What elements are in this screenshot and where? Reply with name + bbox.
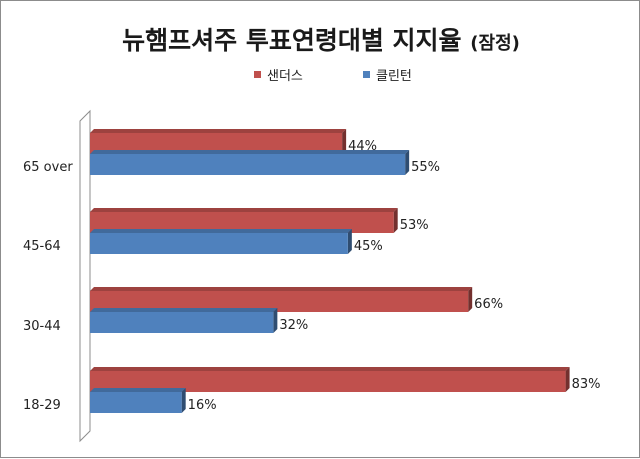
bar-clinton-1 (90, 233, 348, 254)
value-label-clinton-0: 55% (411, 160, 440, 175)
value-label-sanders-1: 53% (400, 218, 429, 233)
bar-top-sanders-2 (90, 287, 473, 291)
bar-end-clinton-0 (405, 150, 410, 175)
legend-swatch-sanders (254, 71, 261, 78)
chart-legend: 샌더스 클린턴 (1, 65, 640, 85)
bar-end-clinton-3 (181, 388, 186, 413)
category-label-0: 65 over (23, 160, 73, 175)
value-label-sanders-2: 66% (474, 297, 503, 312)
bar-top-clinton-0 (90, 150, 410, 154)
bar-top-sanders-3 (90, 367, 570, 371)
category-label-3: 18-29 (23, 398, 61, 413)
bar-sanders-3 (90, 371, 566, 392)
legend-swatch-clinton (363, 71, 370, 78)
bar-sanders-2 (90, 291, 469, 312)
chart-subtitle: (잠정) (470, 33, 520, 54)
bar-clinton-0 (90, 154, 406, 175)
category-label-1: 45-64 (23, 239, 61, 254)
legend-item-sanders: 샌더스 (254, 65, 303, 84)
axis-side-wall (79, 109, 91, 443)
bar-sanders-1 (90, 212, 394, 233)
bar-sanders-0 (90, 133, 343, 154)
value-label-clinton-2: 32% (279, 318, 308, 333)
bar-clinton-2 (90, 312, 274, 333)
bar-end-clinton-1 (347, 229, 352, 254)
bar-clinton-3 (90, 392, 182, 413)
bar-end-clinton-2 (273, 308, 278, 333)
value-label-clinton-1: 45% (354, 239, 383, 254)
bar-end-sanders-1 (393, 208, 398, 233)
bar-top-clinton-3 (90, 388, 186, 392)
legend-item-clinton: 클린턴 (363, 65, 412, 84)
legend-label-sanders: 샌더스 (267, 69, 303, 84)
bar-top-clinton-2 (90, 308, 278, 312)
bar-top-sanders-1 (90, 208, 398, 212)
chart-title-line: 뉴햄프셔주 투표연령대별 지지율 (잠정) (1, 21, 640, 57)
bar-top-sanders-0 (90, 129, 347, 133)
category-label-2: 30-44 (23, 319, 61, 334)
bar-end-sanders-0 (342, 129, 347, 154)
chart-title: 뉴햄프셔주 투표연령대별 지지율 (122, 26, 462, 55)
bar-end-sanders-2 (468, 287, 473, 312)
bar-top-clinton-1 (90, 229, 352, 233)
bar-end-sanders-3 (565, 367, 570, 392)
value-label-clinton-3: 16% (188, 398, 217, 413)
legend-label-clinton: 클린턴 (376, 69, 412, 84)
value-label-sanders-3: 83% (572, 377, 601, 392)
